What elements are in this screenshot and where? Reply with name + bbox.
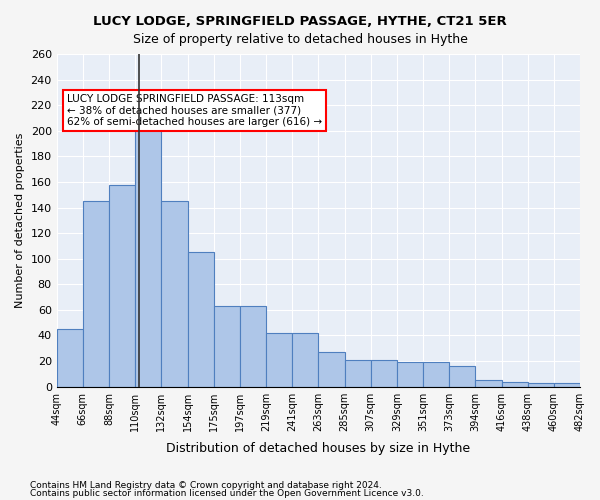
Bar	[527, 383, 554, 386]
Bar	[475, 380, 502, 386]
Bar	[449, 366, 475, 386]
Bar	[292, 333, 319, 386]
Bar	[423, 362, 449, 386]
Bar	[554, 383, 580, 386]
Bar	[319, 352, 344, 386]
Bar	[161, 201, 187, 386]
Text: Contains HM Land Registry data © Crown copyright and database right 2024.: Contains HM Land Registry data © Crown c…	[30, 481, 382, 490]
Bar	[187, 252, 214, 386]
Bar	[83, 201, 109, 386]
X-axis label: Distribution of detached houses by size in Hythe: Distribution of detached houses by size …	[166, 442, 470, 455]
Bar	[371, 360, 397, 386]
Bar	[502, 382, 527, 386]
Bar	[56, 329, 83, 386]
Text: Contains public sector information licensed under the Open Government Licence v3: Contains public sector information licen…	[30, 488, 424, 498]
Bar	[344, 360, 371, 386]
Bar	[109, 184, 135, 386]
Text: LUCY LODGE SPRINGFIELD PASSAGE: 113sqm
← 38% of detached houses are smaller (377: LUCY LODGE SPRINGFIELD PASSAGE: 113sqm ←…	[67, 94, 322, 127]
Text: LUCY LODGE, SPRINGFIELD PASSAGE, HYTHE, CT21 5ER: LUCY LODGE, SPRINGFIELD PASSAGE, HYTHE, …	[93, 15, 507, 28]
Y-axis label: Number of detached properties: Number of detached properties	[15, 132, 25, 308]
Bar	[135, 128, 161, 386]
Bar	[397, 362, 423, 386]
Bar	[266, 333, 292, 386]
Bar	[240, 306, 266, 386]
Text: Size of property relative to detached houses in Hythe: Size of property relative to detached ho…	[133, 32, 467, 46]
Bar	[214, 306, 240, 386]
